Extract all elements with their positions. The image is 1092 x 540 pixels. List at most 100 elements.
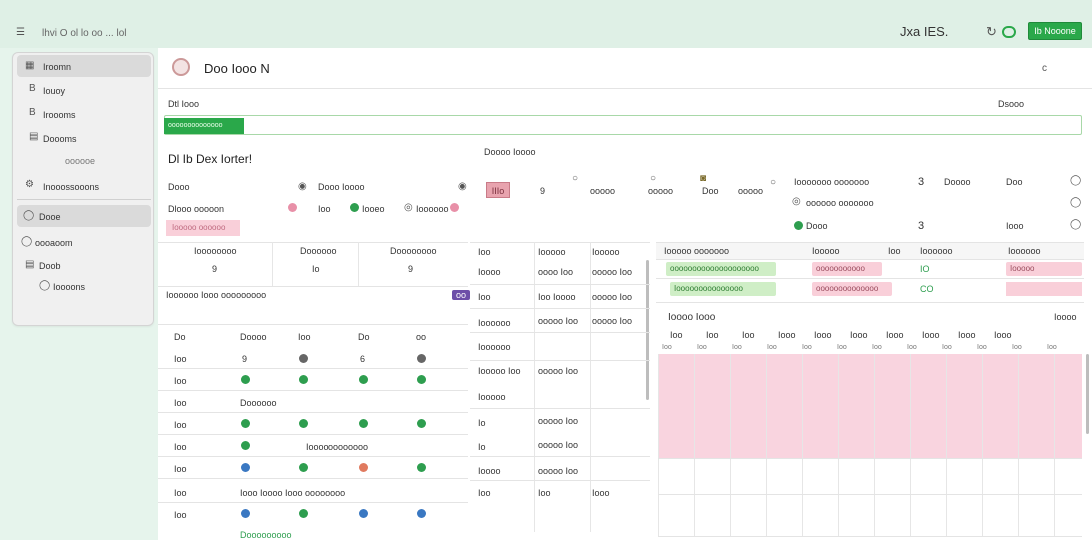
sidebar-item-0[interactable]: Iroomn (43, 62, 72, 72)
right-line-0-label: Iooooooo ooooooo (794, 177, 870, 187)
overview-pink-button[interactable]: Iooooo oooooo (166, 220, 240, 236)
calendar-grid-line (1018, 354, 1019, 536)
circle-icon: ◯ (1070, 197, 1082, 208)
mid-th-2: Iooooo (592, 247, 620, 257)
row-mark: 6 (360, 354, 366, 364)
progress-bar: Iooooooooooooooo (670, 282, 776, 296)
pill-1[interactable]: Ioooooo (416, 204, 449, 214)
sidebar-item-2[interactable]: Iroooms (43, 110, 76, 120)
table-head-1: Doooo (240, 332, 267, 342)
row-cell: Iooo Ioooo Iooo oooooooo (240, 488, 346, 498)
filter-bar[interactable] (164, 115, 1082, 135)
divider (158, 286, 468, 287)
divider (470, 308, 650, 309)
row-cell: Dooooooooo (240, 530, 292, 540)
circle-icon: ○ (572, 173, 579, 184)
app-menu-icon[interactable]: ☰ (16, 27, 25, 38)
status-dot (417, 419, 426, 428)
sidebar2-item-3[interactable]: Ioooons (53, 282, 86, 292)
row-id: Ioo (174, 354, 187, 364)
calendar-sub-head: Ioo (977, 344, 987, 351)
row-cell: oooooooo (328, 442, 369, 452)
row-id: Ioo (174, 442, 187, 452)
stats-value-0: 9 (212, 264, 218, 274)
sidebar-item-5[interactable]: Inooossooons (43, 182, 100, 192)
scrollbar[interactable] (646, 260, 649, 400)
pill-0[interactable]: Iooeo (362, 204, 385, 214)
mid-col-3: Doo (702, 186, 719, 196)
divider (17, 199, 151, 200)
calendar-grid-line (658, 494, 1082, 495)
circle-icon: ◯ (39, 280, 51, 291)
calendar-grid-line (658, 458, 1082, 459)
calendar-right[interactable]: Ioooo (1054, 312, 1077, 322)
row-id: Ioo (174, 464, 187, 474)
stats-head-1: Doooooo (300, 246, 337, 256)
mid-cell: oooo Ioo (538, 267, 574, 277)
mid-cell: ooooo Ioo (592, 316, 633, 326)
stats-value-1: Io (312, 264, 320, 274)
sidebar-section-header (17, 55, 151, 77)
divider (158, 412, 468, 413)
mid-cell: Iooooo (478, 392, 506, 402)
avatar[interactable] (172, 58, 190, 76)
mid-col-4: ooooo (738, 186, 764, 196)
row-id: Ioo (174, 398, 187, 408)
divider (158, 324, 468, 325)
refresh-icon[interactable]: ↻ (986, 24, 997, 39)
sidebar-section-2 (17, 205, 151, 227)
right-line-2-value: Iooo (1006, 221, 1024, 231)
calendar-title: Ioooo Iooo (668, 312, 716, 323)
circle-icon: ◙ (700, 173, 707, 184)
right-stat-1: 3 (918, 220, 925, 232)
right-line-2-label: Dooo (806, 221, 828, 231)
mid-cell: Ioo Ioooo (538, 292, 576, 302)
header-action-button[interactable]: Ib Nooone (1028, 22, 1082, 40)
status-dot (288, 203, 297, 212)
filter-tag[interactable]: oooooooooooooo (164, 118, 244, 134)
circle-icon: ◯ (1070, 219, 1082, 230)
divider (158, 368, 468, 369)
status-dot (299, 354, 308, 363)
mid-cell: ooooo Ioo (538, 316, 579, 326)
divider (470, 480, 650, 481)
calendar-sub-head: Ioo (907, 344, 917, 351)
sidebar-item-3[interactable]: Doooms (43, 134, 77, 144)
status-dot (359, 419, 368, 428)
toggle-icon[interactable] (1002, 26, 1016, 38)
status-dot (299, 375, 308, 384)
sidebar-item-1[interactable]: Iouoy (43, 86, 66, 96)
overview-row-0-label: Dooo (168, 182, 190, 192)
calendar-col-head: Iooo (814, 330, 832, 340)
circle-icon: ○ (770, 177, 777, 188)
divider (158, 502, 468, 503)
calendar-sub-head: Ioo (732, 344, 742, 351)
status-dot (794, 221, 803, 230)
right-line-0-value: Doooo (944, 177, 971, 187)
calendar-sub-head: Ioo (1047, 344, 1057, 351)
sidebar2-item-2[interactable]: Doob (39, 261, 61, 271)
list-badge[interactable]: oo (452, 290, 471, 300)
divider (158, 390, 468, 391)
calendar-col-head: Iooo (922, 330, 940, 340)
main-panel: Doo Iooo N c Dtl Iooo Dsooo oooooooooooo… (158, 48, 1092, 540)
divider (656, 302, 1084, 303)
calendar-grid-line (910, 354, 911, 536)
sidebar2-item-0[interactable]: Dooe (39, 212, 61, 222)
row-cell: Doooooo (240, 398, 277, 408)
sidebar2-item-1[interactable]: oooaoom (35, 238, 73, 248)
mid-cell: ooooo Ioo (538, 440, 579, 450)
row-id: Ioo (174, 510, 187, 520)
mid-col-0: 9 (540, 186, 546, 196)
close-icon[interactable]: c (1042, 63, 1047, 74)
status-dot (450, 203, 459, 212)
row-id: Ioo (174, 420, 187, 430)
filter-label: Dtl Iooo (168, 99, 200, 109)
sidebar-item-4[interactable]: oooooe (65, 156, 96, 166)
overview-row-1-label: Dlooo ooooon (168, 204, 225, 214)
pink-cell: Iooooo (1006, 262, 1082, 276)
scrollbar[interactable] (1086, 354, 1089, 434)
table-head-2: Ioo (298, 332, 311, 342)
mid-red-chip[interactable]: IIIo (486, 182, 510, 198)
status-dot (359, 375, 368, 384)
